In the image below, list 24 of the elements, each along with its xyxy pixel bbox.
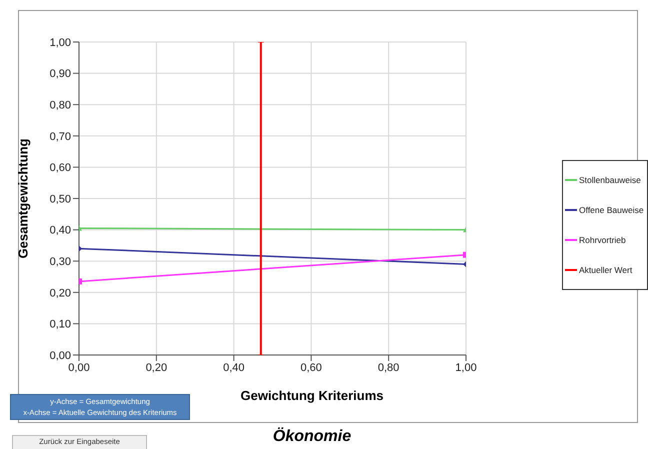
x-tick-label: 0,20 bbox=[146, 362, 168, 374]
legend-label: Rohrvortrieb bbox=[579, 234, 626, 246]
x-tick-label: 0,00 bbox=[68, 362, 90, 374]
y-tick-label: 0,20 bbox=[50, 287, 71, 300]
y-tick-label: 0,90 bbox=[50, 68, 71, 80]
text: Ökonomie bbox=[272, 428, 352, 446]
x-axis-title: Gewichtung Kriteriums bbox=[239, 388, 385, 403]
y-tick-label: 0,30 bbox=[50, 256, 71, 268]
x-tick-label: 0,40 bbox=[223, 362, 245, 374]
y-tick-label: 0,70 bbox=[50, 130, 71, 143]
y-tick-label: 0,50 bbox=[50, 193, 71, 206]
legend-label: Stollenbauweise bbox=[579, 174, 641, 186]
y-tick-label: 0,60 bbox=[50, 162, 71, 174]
y-tick-label: 0,00 bbox=[50, 350, 71, 362]
legend-label: Offene Bauweise bbox=[579, 204, 644, 216]
x-tick-label: 0,80 bbox=[378, 362, 400, 374]
x-tick-label: 1,00 bbox=[455, 362, 477, 374]
legend-label: Aktueller Wert bbox=[579, 264, 632, 276]
y-tick-label: 0,80 bbox=[50, 100, 71, 112]
x-tick-label: 0,60 bbox=[300, 362, 322, 374]
y-tick-label: 1,00 bbox=[50, 36, 71, 49]
y-tick-label: 0,10 bbox=[50, 318, 71, 331]
y-tick-label: 0,40 bbox=[50, 224, 71, 237]
y-axis-title: Gesamtgewichtung bbox=[16, 138, 31, 258]
